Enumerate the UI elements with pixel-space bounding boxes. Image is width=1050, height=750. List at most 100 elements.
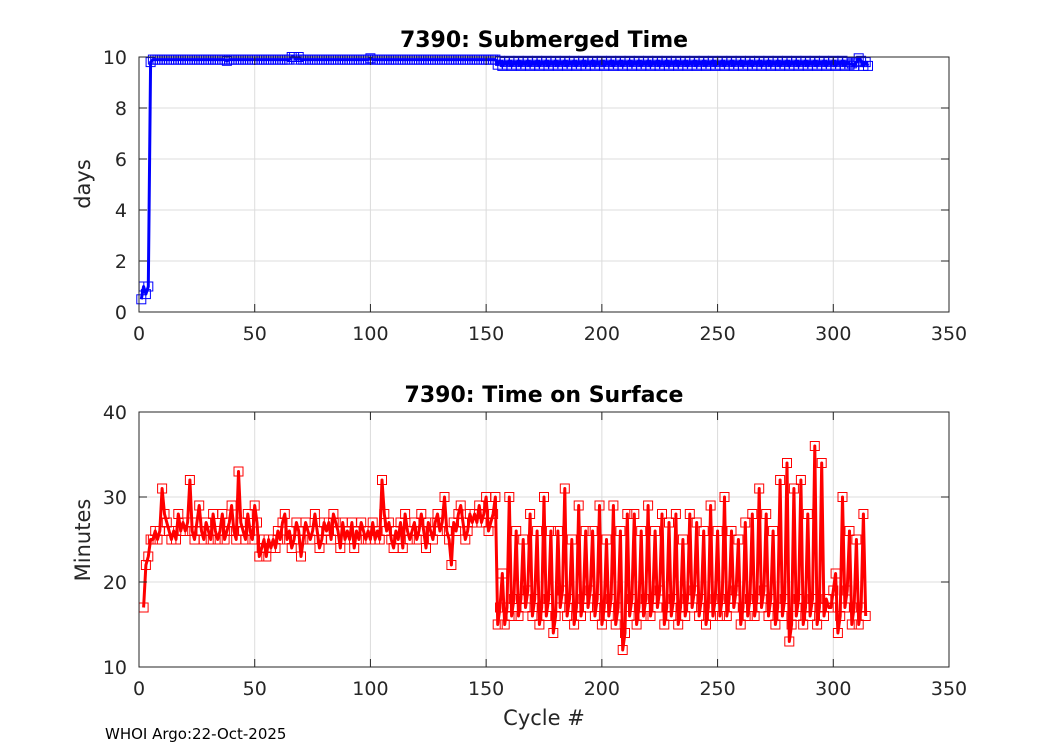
top-xtick-label: 350 [931,323,967,345]
bottom-data-point [849,602,860,613]
bottom-data-point [749,611,760,621]
bottom-data-point [710,594,721,604]
top-ytick-label: 8 [115,98,127,120]
bottom-data-point [707,611,718,621]
bottom-data-point [654,585,665,596]
bottom-data-point [645,611,656,621]
bottom-data-point [687,602,698,613]
bottom-data-point [580,526,591,536]
bottom-data-point [802,509,813,519]
bottom-data-point [795,475,806,485]
bottom-data-point [758,585,769,596]
top-ytick-label: 6 [115,149,127,171]
top-xtick-label: 100 [352,323,388,345]
bottom-data-point [747,509,758,519]
bottom-data-point [782,458,792,468]
bottom-data-point [552,526,563,536]
bottom-data-point [798,619,809,630]
bottom-data-point [583,602,593,613]
bottom-data-point [657,509,667,519]
footer-stamp: WHOI Argo:22-Oct-2025 [105,725,287,743]
bottom-data-point [620,628,630,638]
bottom-data-point [837,492,848,502]
bottom-data-point [779,594,790,604]
bottom-chart-title: 7390: Time on Surface [405,383,684,408]
bottom-data-point [585,585,596,596]
top-ylabel: days [71,159,95,209]
bottom-data-point [638,611,649,621]
bottom-data-point [543,594,554,604]
top-xtick-label: 300 [815,323,851,345]
bottom-data-point [846,619,857,630]
bottom-data-point [495,602,505,613]
top-chart: 0 50 100 150 200 250 300 350 0 2 4 6 8 10 7390: Subme… [71,28,967,345]
bottom-data-point [326,534,337,545]
bottom-data-point [421,543,431,553]
bottom-data-point [545,526,556,536]
bottom-data-point [492,619,503,630]
bottom-data-point [830,568,841,579]
bottom-data-point [455,500,466,511]
bottom-data-point [383,517,394,528]
bottom-data-point [689,585,700,596]
bottom-data-point [562,611,573,621]
bottom-data-point [527,611,538,621]
bottom-data-point [705,500,716,511]
bottom-data-point [812,619,823,630]
bottom-data-point [698,526,709,536]
bottom-xtick-label: 150 [468,678,504,700]
bottom-data-point [816,458,827,468]
bottom-data-point [807,594,818,604]
top-ytick-label: 0 [115,302,127,324]
bottom-data-point [742,611,753,621]
top-data-point [140,289,151,300]
bottom-data-point [659,619,670,630]
bottom-data-point [677,534,688,545]
bottom-data-point [626,594,637,604]
bottom-data-point [643,500,654,511]
bottom-ticks: 0 50 100 150 200 250 300 350 10 20 30 40 [103,402,967,700]
bottom-data-point [740,517,751,528]
bottom-data-point [513,611,524,621]
bottom-data-point [858,509,869,519]
bottom-data-point [756,602,767,613]
bottom-data-point [566,534,577,545]
bottom-data-point [532,526,543,536]
bottom-xlabel: Cycle # [503,706,585,730]
bottom-data-point [374,534,385,545]
bottom-data-point [518,534,529,545]
bottom-data-point [444,534,455,545]
bottom-data-point [809,441,820,451]
bottom-data-point [650,526,661,536]
bottom-xtick-label: 300 [815,678,851,700]
bottom-ylabel: Minutes [71,499,95,582]
bottom-data-point [717,594,728,604]
bottom-data-point [763,611,774,621]
bottom-data-point [217,509,228,519]
bottom-data-point [610,619,621,630]
bottom-ytick-label: 20 [103,572,127,594]
top-xtick-label: 150 [468,323,504,345]
bottom-data-point [559,483,570,494]
bottom-data-point [668,594,679,604]
bottom-data-point [735,619,746,630]
bottom-data-point [784,636,795,647]
bottom-data-point [793,594,804,604]
bottom-data-point [508,594,519,604]
bottom-data-point [860,611,871,621]
bottom-data-point [242,509,253,519]
bottom-data-point [691,517,702,528]
bottom-data-point [640,594,651,604]
bottom-data-point [768,526,779,536]
bottom-data-point [851,534,862,545]
bottom-ytick-label: 40 [103,402,127,424]
bottom-data-point [143,551,154,562]
bottom-data-point [233,466,244,477]
bottom-data-point [446,560,457,570]
top-axes-box [138,56,950,313]
bottom-data-point [309,509,320,519]
bottom-data-point [596,619,607,630]
bottom-data-point [451,526,462,536]
bottom-data-point [511,526,522,536]
